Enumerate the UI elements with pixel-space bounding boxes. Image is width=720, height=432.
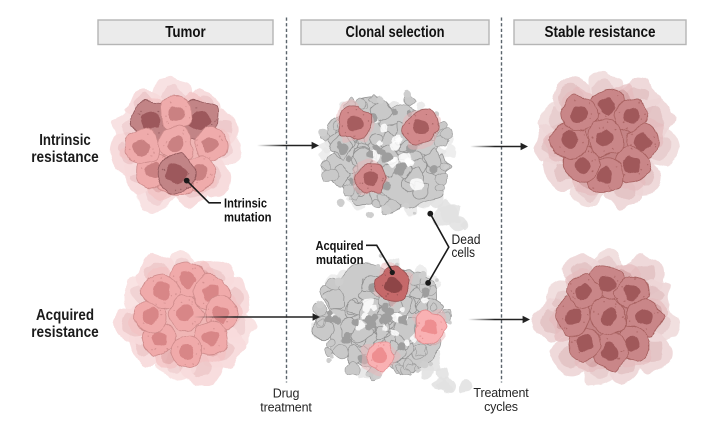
svg-text:Treatment: Treatment [473,386,529,400]
svg-text:cycles: cycles [484,400,518,414]
svg-text:mutation: mutation [224,210,272,225]
svg-text:Acquired: Acquired [36,307,94,324]
svg-text:Intrinsic: Intrinsic [39,132,91,149]
svg-text:mutation: mutation [316,252,364,267]
svg-text:Acquired: Acquired [316,238,364,253]
svg-text:Drug: Drug [273,386,300,400]
svg-text:Stable resistance: Stable resistance [545,24,656,41]
svg-text:resistance: resistance [31,149,99,166]
svg-text:Intrinsic: Intrinsic [224,196,267,211]
svg-text:Tumor: Tumor [165,24,206,41]
svg-text:Dead: Dead [452,232,481,247]
svg-text:treatment: treatment [260,400,312,414]
svg-text:resistance: resistance [31,324,99,341]
svg-text:cells: cells [452,245,476,260]
svg-text:Clonal selection: Clonal selection [346,24,445,41]
